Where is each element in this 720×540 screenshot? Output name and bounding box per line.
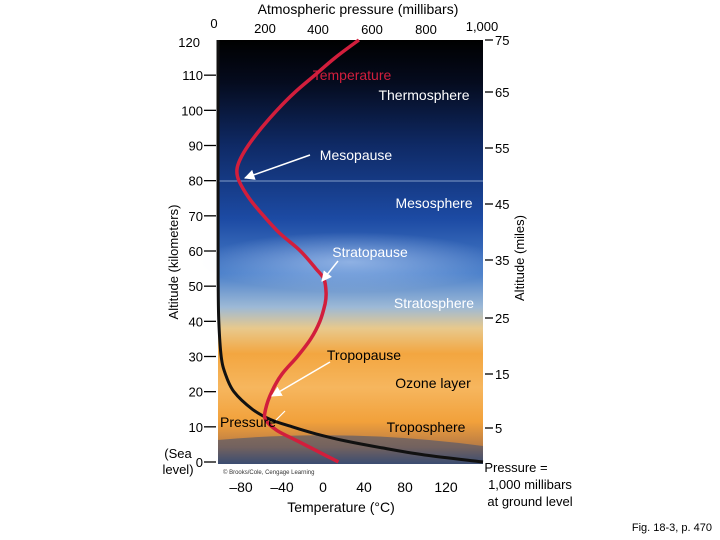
- top-axis: 0 200 400 600 800 1,000: [210, 16, 498, 37]
- left-tick-label: 50: [189, 279, 203, 294]
- credit-text: © Brooks/Cole, Cengage Learning: [223, 469, 314, 476]
- left-tick-label: 110: [182, 68, 203, 83]
- stratopause-arrow: [321, 260, 339, 282]
- figure-reference: Fig. 18-3, p. 470: [632, 522, 712, 534]
- horizon-glow: [200, 232, 500, 292]
- bottom-axis-title: Temperature (°C): [287, 499, 395, 515]
- left-tick-label: 120: [178, 35, 200, 50]
- temperature-curve: [235, 38, 360, 464]
- right-tick-label: 45: [495, 197, 509, 212]
- pressure-series-label: Pressure: [220, 414, 276, 430]
- right-tick-label: 65: [495, 85, 509, 100]
- bottom-tick-label: 80: [397, 479, 413, 495]
- top-tick-label: 0: [210, 16, 217, 31]
- bottom-tick-label: –40: [270, 479, 294, 495]
- right-tick-label: 5: [495, 421, 502, 436]
- left-tick-label: 100: [181, 103, 203, 118]
- top-tick-label: 600: [361, 22, 383, 37]
- left-axis-title: Altitude (kilometers): [166, 205, 181, 320]
- bottom-tick-label: 40: [356, 479, 372, 495]
- mesopause-arrow: [244, 154, 311, 180]
- right-axis-title: Altitude (miles): [512, 215, 527, 301]
- top-tick-label: 800: [415, 22, 437, 37]
- tropopause-arrow: [271, 361, 331, 397]
- earth-horizon: [218, 435, 483, 464]
- stratosphere-label: Stratosphere: [394, 295, 474, 311]
- bottom-tick-label: 120: [434, 479, 458, 495]
- stratopause-label: Stratopause: [332, 244, 408, 260]
- tropopause-label: Tropopause: [327, 347, 401, 363]
- left-tick-label: 10: [189, 420, 203, 435]
- pressure-label-arrow: [275, 410, 286, 421]
- left-tick-label: 40: [189, 314, 203, 329]
- top-tick-label: 400: [307, 22, 329, 37]
- left-tick-label: 80: [189, 174, 203, 189]
- right-tick-label: 15: [495, 367, 509, 382]
- bottom-axis: –80 –40 0 40 80 120: [229, 479, 458, 495]
- right-axis: 5 15 25 35 45 55 65 75: [485, 33, 509, 436]
- sea-level-label-1: (Sea: [164, 446, 192, 461]
- right-tick-label: 25: [495, 311, 509, 326]
- ozone-layer-label: Ozone layer: [395, 375, 471, 391]
- top-tick-label: 200: [254, 21, 276, 36]
- right-tick-label: 75: [495, 33, 509, 48]
- left-axis: 0 10 20 30 40 50 60 70 80 90 100 110 120: [178, 35, 216, 470]
- left-tick-label: 30: [189, 350, 203, 365]
- bottom-tick-label: 0: [319, 479, 327, 495]
- mesosphere-label: Mesosphere: [395, 195, 472, 211]
- bottom-tick-label: –80: [229, 479, 253, 495]
- side-note-line-2: 1,000 millibars: [488, 477, 572, 492]
- side-note-line-1: Pressure =: [484, 460, 547, 475]
- mesopause-label: Mesopause: [320, 147, 393, 163]
- side-note-line-3: at ground level: [487, 494, 572, 509]
- top-tick-label: 1,000: [466, 19, 499, 34]
- sea-level-label-2: level): [162, 462, 193, 477]
- left-tick-label: 60: [189, 244, 203, 259]
- thermosphere-label: Thermosphere: [378, 87, 469, 103]
- pressure-curve: [216, 39, 484, 464]
- left-tick-label: 70: [189, 209, 203, 224]
- temperature-series-label: Temperature: [313, 67, 392, 83]
- chart-title: Atmospheric pressure (millibars): [258, 1, 459, 17]
- right-tick-label: 35: [495, 253, 509, 268]
- left-tick-label: 0: [196, 455, 203, 470]
- right-tick-label: 55: [495, 141, 509, 156]
- left-tick-label: 90: [189, 139, 203, 154]
- left-tick-label: 20: [189, 385, 203, 400]
- troposphere-label: Troposphere: [387, 419, 466, 435]
